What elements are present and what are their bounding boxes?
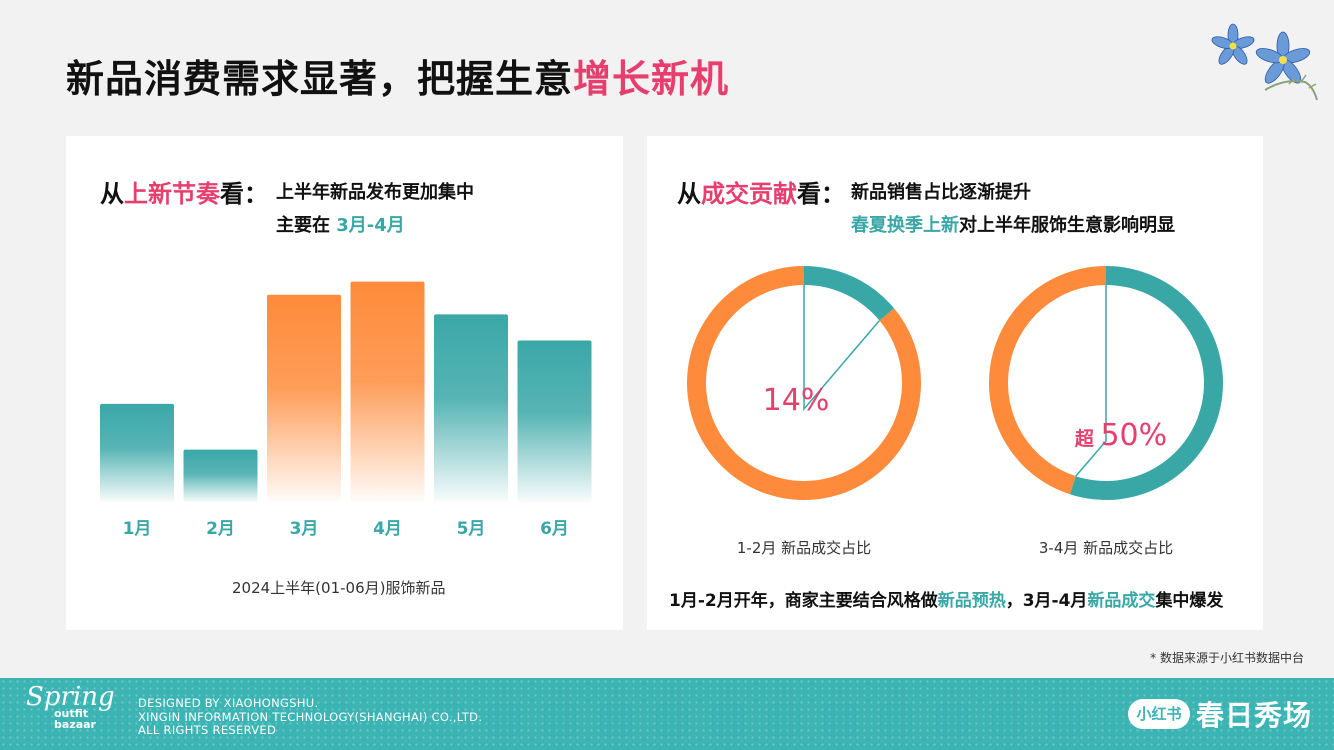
bar-6月 <box>517 340 592 502</box>
bar-1月 <box>100 403 174 502</box>
bar-label-6月: 6月 <box>540 519 569 539</box>
flower-decoration-icon <box>1211 23 1318 101</box>
bar-3月 <box>267 294 341 502</box>
donut-1-caption: 1-2月 新品成交占比 <box>737 539 871 557</box>
bar-chart-caption: 2024上半年(01-06月)服饰新品 <box>232 579 446 597</box>
bar-label-4月: 4月 <box>373 519 402 539</box>
data-source-note: * 数据来源于小红书数据中台 <box>1150 651 1304 665</box>
contribution-panel: 从成交贡献看： 新品销售占比逐渐提升 春夏换季上新对上半年服饰生意影响明显 14… <box>647 136 1263 630</box>
page-title: 新品消费需求显著，把握生意增长新机 <box>66 48 729 103</box>
spring-logo-sub: outfit bazaar <box>54 707 96 731</box>
donut-1-wedge-line <box>803 285 881 412</box>
xiaohongshu-logo-badge: 小红书 <box>1128 699 1190 729</box>
donut-1-value-label: 14% <box>763 383 830 418</box>
rhythm-line2-highlight: 3月-4月 <box>336 215 405 236</box>
bar-label-1月: 1月 <box>123 519 152 539</box>
conclusion-highlight-preheat: 新品预热 <box>937 591 1006 611</box>
contribution-heading-highlight: 成交贡献 <box>701 180 797 208</box>
bar-label-3月: 3月 <box>290 519 319 539</box>
rhythm-heading-highlight: 上新节奏 <box>124 180 220 208</box>
monthly-new-product-bar-chart: 1月 2月 3月 4月 5月 6月 <box>100 281 592 539</box>
conclusion-note: 1月-2月开年，商家主要结合风格做新品预热，3月-4月新品成交集中爆发 <box>669 591 1224 611</box>
donut-2-wedge-line <box>1075 285 1107 477</box>
donut-2-slice-1 <box>1069 266 1223 500</box>
rhythm-panel: 从上新节奏看： 上半年新品发布更加集中 主要在 3月-4月 1月 2月 3月 4月 5月… <box>66 136 623 630</box>
contribution-line1: 新品销售占比逐渐提升 <box>851 182 1031 203</box>
bar-label-2月: 2月 <box>206 519 235 539</box>
page-title-text: 新品消费需求显著，把握生意 <box>66 57 574 101</box>
rhythm-heading: 从上新节奏看： <box>100 180 268 208</box>
brand-event-name: 春日秀场 <box>1196 699 1313 732</box>
contribution-line2: 春夏换季上新对上半年服饰生意影响明显 <box>851 215 1175 236</box>
donut-1-slice-1 <box>804 266 895 321</box>
bar-5月 <box>434 314 508 502</box>
rhythm-line1: 上半年新品发布更加集中 <box>276 182 474 203</box>
donut-2-caption: 3-4月 新品成交占比 <box>1039 539 1173 557</box>
footer-bar: Spring outfit bazaar DESIGNED BY XIAOHONG… <box>0 678 1334 750</box>
page-title-highlight: 增长新机 <box>573 57 730 101</box>
contribution-line2-highlight: 春夏换季上新 <box>851 215 959 236</box>
rhythm-line2: 主要在 3月-4月 <box>276 215 405 236</box>
bar-4月 <box>350 281 425 502</box>
donut-2-slice-2 <box>988 266 1106 495</box>
footer-credits: DESIGNED BY XIAOHONGSHU. XINGIN INFORMAT… <box>138 696 483 737</box>
bar-label-5月: 5月 <box>457 519 486 539</box>
bar-2月 <box>183 449 258 502</box>
spring-logo-word: Spring <box>26 682 115 712</box>
new-product-share-donut-charts: 14% 1-2月 新品成交占比 超 50% 3-4月 新品成交占比 <box>687 266 1223 557</box>
conclusion-highlight-deal: 新品成交 <box>1087 591 1156 611</box>
donut-2-value-label: 超 50% <box>1074 418 1167 453</box>
contribution-heading: 从成交贡献看： <box>677 180 845 208</box>
